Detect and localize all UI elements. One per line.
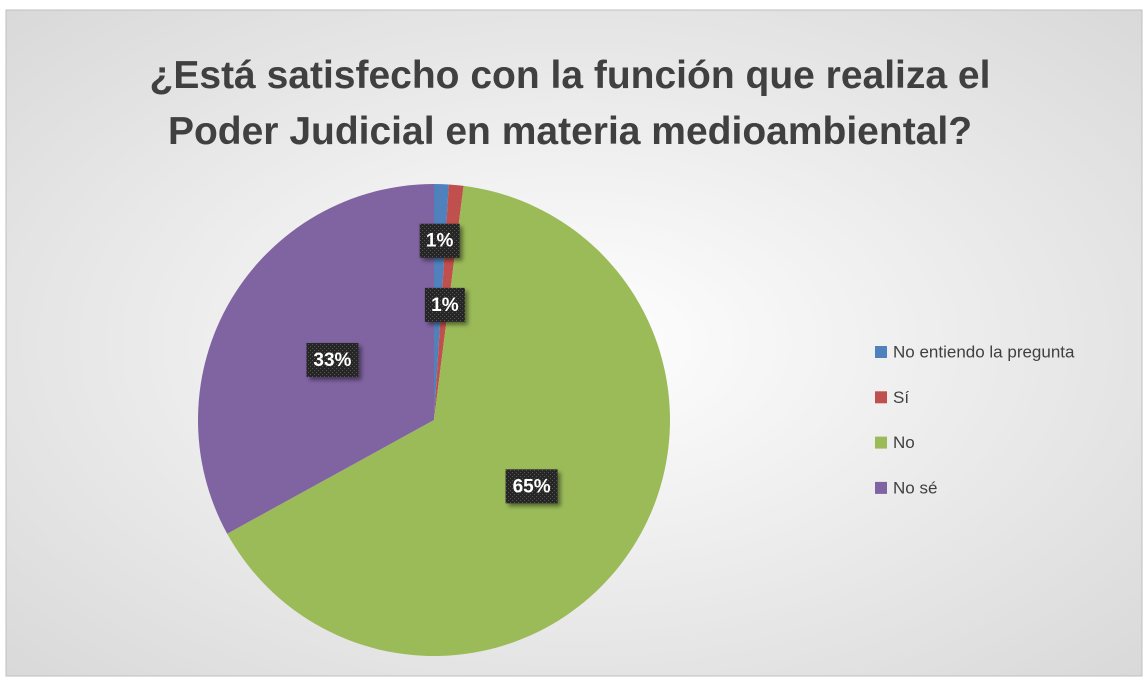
- legend-label: No entiendo la pregunta: [893, 342, 1075, 361]
- legend-swatch: [875, 436, 887, 449]
- legend-swatch: [875, 346, 887, 358]
- data-label-box: [505, 469, 558, 504]
- data-label: 1%: [431, 295, 459, 316]
- legend-label: No sé: [893, 478, 937, 497]
- legend-label: Sí: [893, 388, 909, 407]
- data-label: 65%: [513, 476, 551, 497]
- chart-title: ¿Está satisfecho con la función que real…: [149, 54, 991, 153]
- legend-label: No: [893, 433, 915, 452]
- data-label-box: [306, 342, 359, 377]
- data-label: 33%: [313, 350, 351, 371]
- data-label-box: [419, 223, 460, 258]
- legend-swatch: [875, 481, 887, 494]
- legend-swatch: [875, 391, 887, 404]
- pie-slice: [227, 185, 671, 656]
- data-label: 1%: [426, 231, 454, 252]
- data-label-box: [424, 287, 465, 322]
